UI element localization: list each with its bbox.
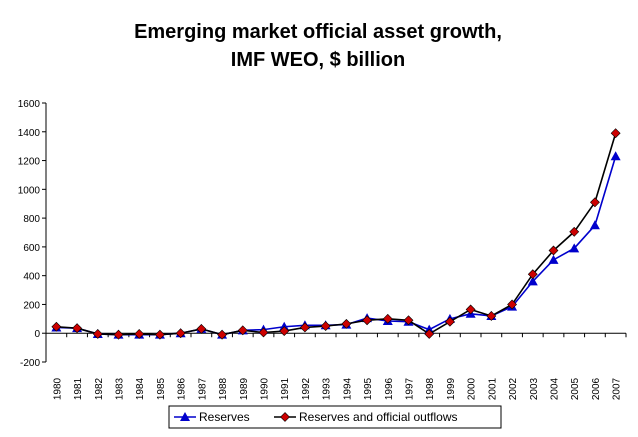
data-point <box>92 329 103 339</box>
data-point <box>610 128 621 139</box>
data-point <box>486 311 497 321</box>
chart-title-line-1: Emerging market official asset growth, <box>134 21 502 43</box>
y-tick-label: 1600 <box>18 99 41 110</box>
series-line <box>56 156 617 336</box>
x-tick-label: 2007 <box>612 377 623 400</box>
data-point <box>320 321 331 331</box>
x-tick-label: 2005 <box>570 377 581 400</box>
series-reserves <box>51 151 621 339</box>
x-tick-label: 1994 <box>342 377 353 400</box>
data-point <box>155 329 165 340</box>
x-tick-label: 1989 <box>239 377 250 400</box>
data-point <box>403 315 414 326</box>
x-tick-label: 1995 <box>363 377 374 400</box>
data-point <box>507 299 517 310</box>
x-tick-label: 1987 <box>197 377 208 400</box>
data-point <box>72 323 82 334</box>
y-tick-label: 0 <box>34 329 40 340</box>
series-reserves-and-official-outflows <box>51 128 621 340</box>
x-tick-label: 2006 <box>591 377 602 400</box>
x-tick-label: 1982 <box>94 377 105 400</box>
legend-marker-reserves <box>180 412 190 421</box>
legend-marker-outflows <box>280 412 290 422</box>
x-tick-label: 1984 <box>135 377 146 400</box>
x-tick-label: 2000 <box>467 377 478 400</box>
data-point <box>300 322 310 333</box>
y-tick-label: 400 <box>23 272 40 283</box>
x-tick-label: 2002 <box>508 377 519 400</box>
x-tick-label: 1986 <box>177 377 188 400</box>
data-point <box>51 321 62 332</box>
y-tick-label: -200 <box>20 358 40 369</box>
chart-axes: -200 0 200 400 600 800 1000 1200 1400 1600 1980 198… <box>18 99 627 400</box>
x-tick-label: 2003 <box>529 377 540 400</box>
x-tick-label: 1980 <box>52 377 63 400</box>
series-line <box>56 132 617 336</box>
data-point <box>134 329 145 339</box>
data-point <box>279 326 290 336</box>
data-point <box>548 245 559 256</box>
data-point <box>196 323 207 334</box>
y-tick-label: 1200 <box>18 157 41 168</box>
x-tick-label: 1992 <box>301 377 312 400</box>
y-tick-label: 1000 <box>18 185 41 196</box>
y-tick-label: 1400 <box>18 128 41 139</box>
x-tick-label: 1993 <box>322 377 333 400</box>
y-tick-label: 600 <box>23 243 40 254</box>
data-point <box>341 318 352 329</box>
x-tick-label: 2001 <box>487 377 498 400</box>
x-tick-label: 1985 <box>156 377 167 400</box>
data-point <box>527 269 538 280</box>
data-point <box>424 329 435 339</box>
series-layer <box>51 128 621 340</box>
data-point <box>362 315 372 326</box>
data-point <box>569 226 580 237</box>
x-tick-label: 1990 <box>260 377 271 400</box>
x-tick-label: 1997 <box>405 377 416 400</box>
x-tick-label: 1983 <box>115 377 126 400</box>
data-point <box>527 276 538 286</box>
data-point <box>569 243 580 253</box>
data-point <box>590 197 600 208</box>
x-tick-label: 1999 <box>446 377 457 400</box>
data-point <box>217 329 227 340</box>
x-tick-label: 1996 <box>384 377 395 400</box>
chart-title-line-2: IMF WEO, $ billion <box>231 49 405 71</box>
data-point <box>465 304 476 315</box>
x-tick-label: 1988 <box>218 377 229 400</box>
x-tick-label: 2004 <box>550 377 561 400</box>
data-point <box>113 329 124 340</box>
legend-label-reserves: Reserves <box>199 410 250 424</box>
x-tick-label: 1998 <box>425 377 436 400</box>
chart-legend: Reserves Reserves and official outflows <box>168 405 502 429</box>
data-point <box>548 254 559 264</box>
data-point <box>175 328 186 339</box>
legend-box <box>168 405 502 429</box>
data-point <box>589 220 600 230</box>
data-point <box>258 327 269 338</box>
data-point <box>237 325 248 336</box>
data-point <box>382 313 393 324</box>
legend-label-outflows: Reserves and official outflows <box>299 410 458 424</box>
x-tick-label: 1991 <box>280 377 291 400</box>
data-point <box>445 316 455 327</box>
y-tick-label: 200 <box>23 300 40 311</box>
x-tick-label: 1981 <box>73 377 84 400</box>
data-point <box>610 151 621 161</box>
y-tick-label: 800 <box>23 214 40 225</box>
